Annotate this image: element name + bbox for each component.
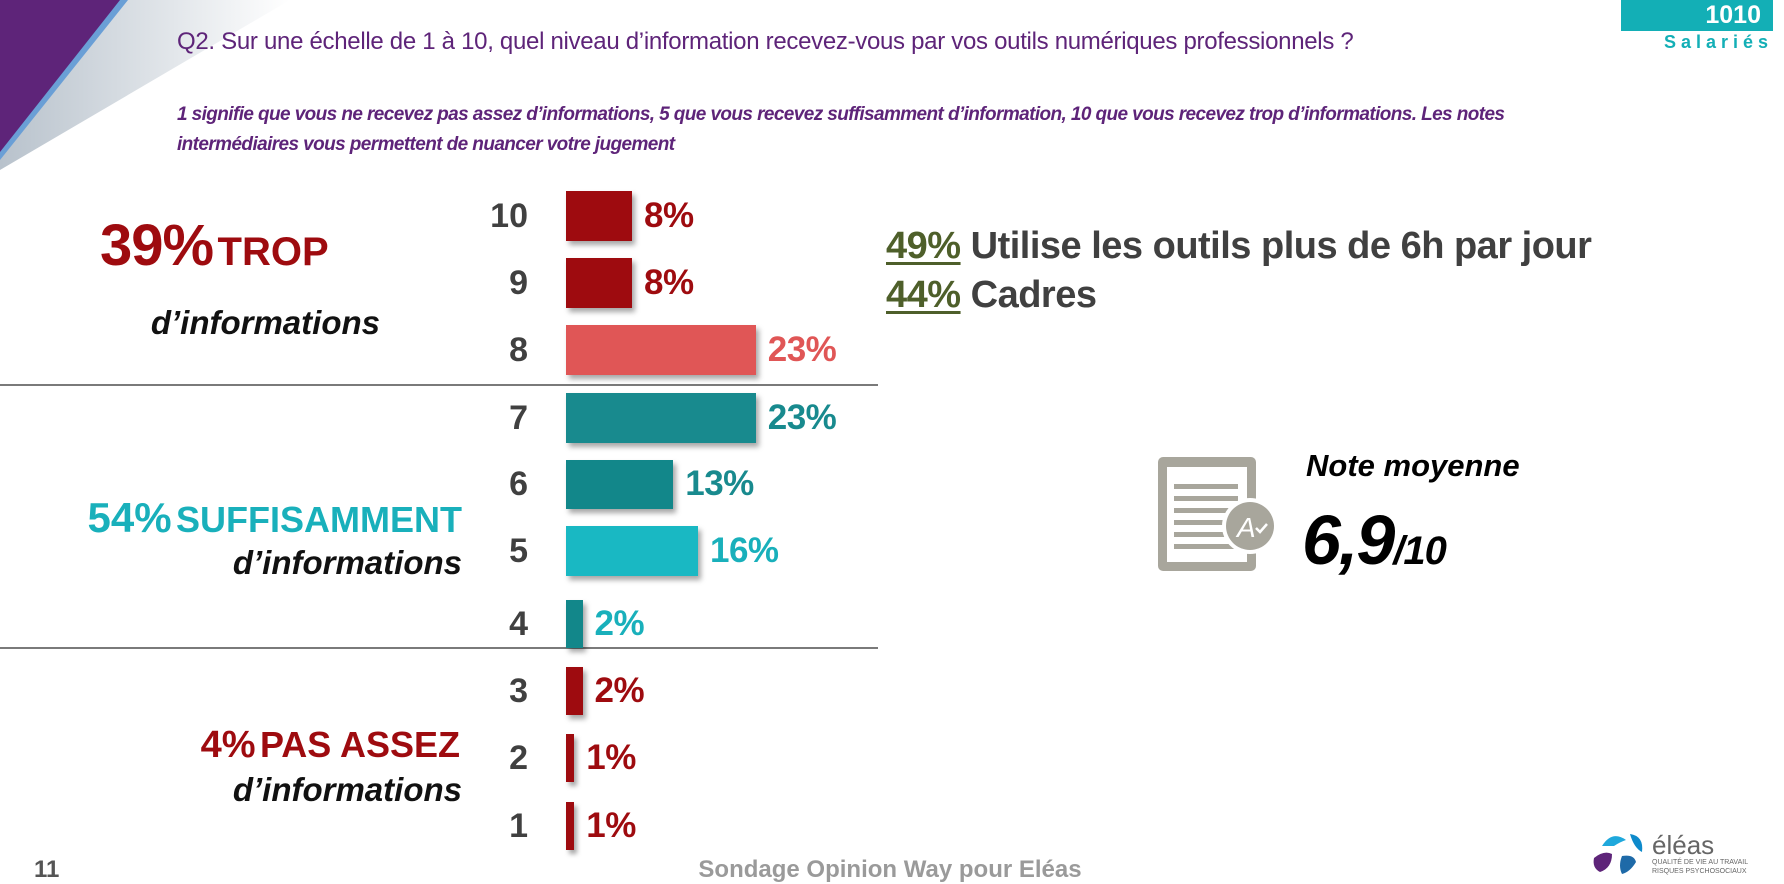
logo-tagline-1: QUALITÉ DE VIE AU TRAVAIL bbox=[1652, 857, 1748, 866]
question-title: Q2. Sur une échelle de 1 à 10, quel nive… bbox=[177, 28, 1354, 55]
question-subtitle: 1 signifie que vous ne recevez pas assez… bbox=[177, 104, 1505, 155]
stat-hours-pct: 49% bbox=[886, 225, 961, 267]
sample-size-label: Salariés bbox=[1663, 32, 1773, 52]
bar-6 bbox=[566, 459, 674, 509]
value-label: 2% bbox=[594, 671, 645, 710]
group-pas-assez-sub: d’informations bbox=[232, 771, 462, 808]
note-score: 6,9 bbox=[1302, 501, 1395, 579]
bar-8 bbox=[566, 325, 756, 375]
bar-7 bbox=[566, 393, 756, 443]
svg-text:A: A bbox=[1235, 512, 1256, 543]
stat-hours-text: Utilise les outils plus de 6h par jour bbox=[970, 225, 1592, 267]
note-value: 6,9/10 bbox=[1302, 500, 1447, 580]
row-label: 8 bbox=[509, 331, 528, 369]
group-pas-assez: 4% PAS ASSEZ bbox=[0, 724, 460, 767]
bar-10 bbox=[566, 191, 632, 241]
sample-size-badge: 1010 bbox=[1621, 0, 1773, 31]
value-label: 16% bbox=[710, 531, 779, 570]
group-pas-assez-label: PAS ASSEZ bbox=[259, 724, 460, 765]
note-denominator: /10 bbox=[1393, 529, 1447, 573]
corner-decoration bbox=[0, 0, 290, 170]
value-label: 23% bbox=[767, 398, 837, 437]
bar-5 bbox=[566, 526, 698, 576]
bar-9 bbox=[566, 258, 632, 308]
row-label: 4 bbox=[509, 605, 528, 643]
value-label: 13% bbox=[685, 464, 754, 503]
stat-hours: 49% Utilise les outils plus de 6h par jo… bbox=[886, 222, 1592, 270]
stat-cadres-pct: 44% bbox=[886, 274, 961, 316]
value-label: 8% bbox=[644, 263, 694, 302]
value-label: 2% bbox=[594, 604, 645, 643]
row-label: 9 bbox=[509, 264, 528, 302]
note-label: Note moyenne bbox=[1306, 448, 1520, 483]
row-label: 7 bbox=[509, 399, 528, 437]
group-suffisamment-label: SUFFISAMMENT bbox=[176, 499, 462, 540]
value-label: 8% bbox=[644, 196, 694, 235]
page-number: 11 bbox=[34, 856, 60, 883]
row-label: 2 bbox=[509, 739, 528, 777]
bar-4 bbox=[566, 600, 583, 648]
divider-bottom bbox=[0, 647, 878, 649]
source-text: Sondage Opinion Way pour Eléas bbox=[698, 856, 1082, 883]
logo-wordmark: éléas bbox=[1652, 830, 1714, 860]
row-label: 5 bbox=[509, 532, 528, 570]
stat-cadres: 44% Cadres bbox=[886, 271, 1097, 319]
value-label: 1% bbox=[586, 738, 636, 777]
group-suffisamment-sub: d’informations bbox=[232, 544, 462, 581]
logo-tagline-2: RISQUES PSYCHOSOCIAUX bbox=[1652, 868, 1747, 875]
row-label: 10 bbox=[490, 197, 528, 235]
graded-document-icon: A bbox=[1158, 457, 1278, 571]
value-label: 23% bbox=[767, 330, 837, 369]
row-label: 3 bbox=[509, 672, 528, 710]
bar-3 bbox=[566, 667, 583, 715]
group-pas-assez-pct: 4% bbox=[200, 724, 256, 766]
value-label: 1% bbox=[586, 806, 636, 845]
bar-1 bbox=[566, 802, 575, 850]
row-label: 6 bbox=[509, 465, 528, 503]
eleas-logo: éléas QUALITÉ DE VIE AU TRAVAIL RISQUES … bbox=[1593, 830, 1748, 875]
row-label: 1 bbox=[509, 807, 528, 845]
group-trop-label: TROP bbox=[217, 230, 329, 274]
stat-cadres-text: Cadres bbox=[970, 274, 1097, 316]
bar-2 bbox=[566, 734, 575, 782]
group-suffisamment: 54% SUFFISAMMENT bbox=[0, 494, 463, 542]
group-suffisamment-pct: 54% bbox=[87, 494, 172, 541]
divider-top bbox=[0, 384, 878, 386]
group-trop-sub: d’informations bbox=[150, 304, 380, 341]
group-trop-pct: 39% bbox=[100, 213, 214, 278]
group-trop: 39% TROP bbox=[100, 212, 400, 279]
